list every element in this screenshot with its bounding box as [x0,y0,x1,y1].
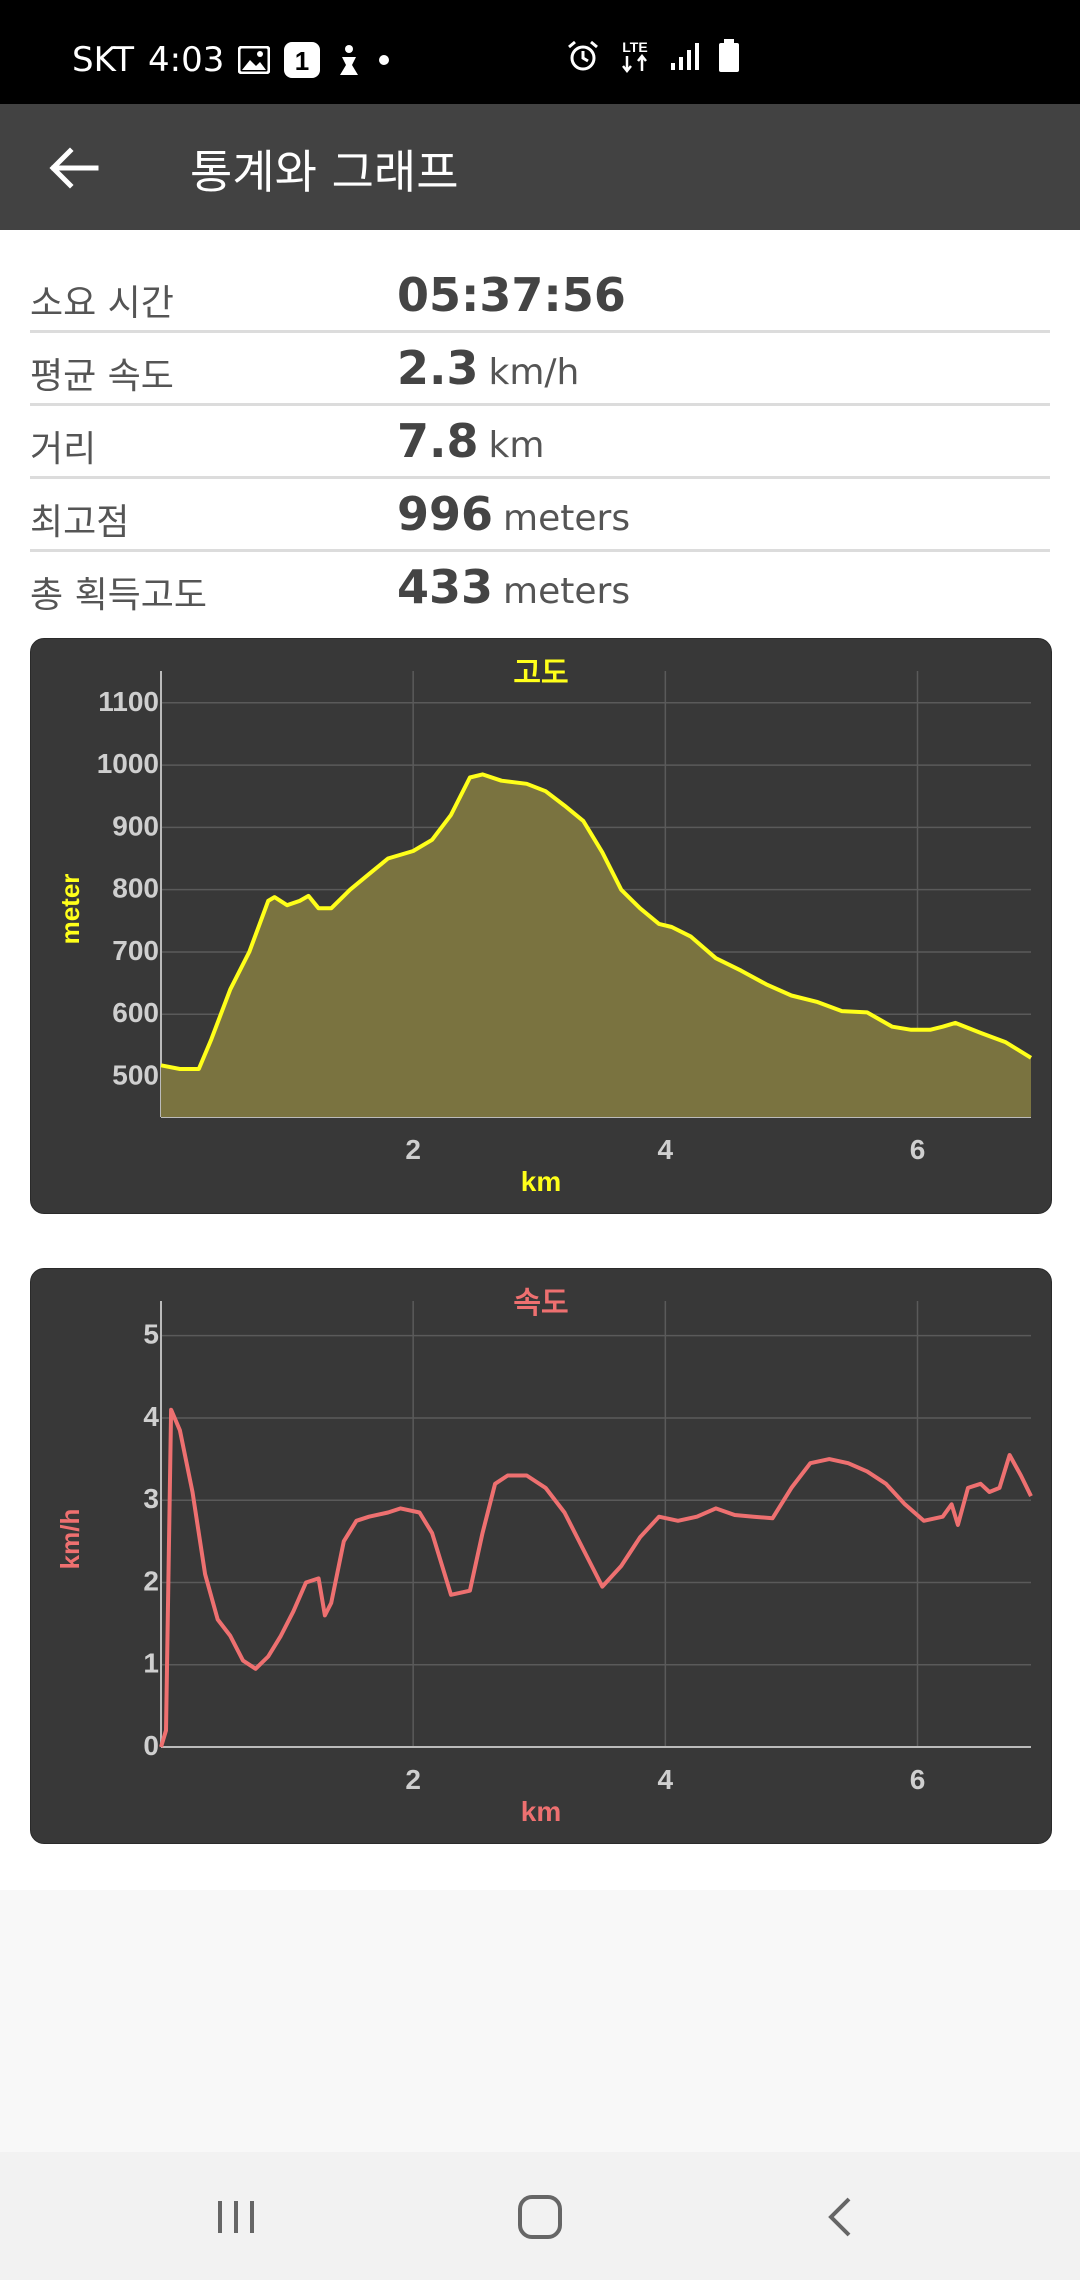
stat-value: 05:37:56 [397,268,636,322]
chart-title: 고도 [513,656,568,691]
x-tick-label: 4 [658,1134,674,1165]
stat-number: 2.3 [397,341,479,395]
y-tick-label: 500 [112,1060,159,1091]
y-axis-label: km/h [55,1509,85,1570]
accessibility-icon [334,43,364,77]
y-tick-label: 4 [143,1401,159,1432]
status-bar: SKT 4:03 1 LTE [0,0,1080,104]
notification-count-icon: 1 [284,42,321,78]
stats-table: 소요 시간 05:37:56 평균 속도 2.3 km/h 거리 7.8 km 최고… [30,260,1050,622]
svg-text:1: 1 [295,46,309,76]
stat-value: 433 meters [397,560,630,614]
y-tick-label: 600 [112,997,159,1028]
stat-label: 소요 시간 [30,283,174,324]
y-tick-label: 1000 [97,748,159,779]
status-right: LTE [566,38,740,74]
stat-row-distance: 거리 7.8 km [30,406,1050,479]
status-left: SKT 4:03 1 [72,40,390,80]
x-tick-label: 2 [405,1764,421,1795]
series-line [159,1407,1033,1748]
back-nav-icon[interactable] [800,2182,880,2252]
gallery-icon [238,46,271,74]
lte-label: LTE [622,39,647,55]
signal-icon [670,41,700,71]
x-axis-label: km [521,1166,561,1197]
recent-apps-icon[interactable] [196,2182,276,2252]
stat-value: 2.3 km/h [397,341,579,395]
stat-row-duration: 소요 시간 05:37:56 [30,260,1050,333]
altitude-chart: 500 600 700 800 900 1000 1100 2 4 6 고도 km meter [55,656,1033,1197]
y-tick-label: 5 [143,1319,159,1350]
stat-row-highest-point: 최고점 996 meters [30,479,1050,552]
series-area [161,774,1031,1117]
navigation-bar [0,2152,1080,2280]
battery-icon [718,39,740,73]
stat-label: 평균 속도 [30,356,174,397]
stat-unit: km [488,425,545,466]
speed-chart-card: 0 1 2 3 4 5 2 4 6 속도 km km/h [30,1268,1052,1844]
page-title: 통계와 그래프 [190,145,459,199]
clock: 4:03 [148,40,225,80]
y-tick-label: 1 [143,1648,159,1679]
stat-value: 7.8 km [397,414,544,468]
y-tick-label: 800 [112,873,159,904]
y-axis-label: meter [55,874,85,945]
chart-title: 속도 [513,1286,568,1321]
stat-unit: km/h [488,352,580,393]
stat-unit: meters [503,498,631,539]
alarm-icon [566,39,600,73]
stat-label: 총 획득고도 [30,575,208,616]
x-tick-label: 2 [405,1134,421,1165]
y-tick-label: 700 [112,935,159,966]
speed-chart: 0 1 2 3 4 5 2 4 6 속도 km km/h [55,1286,1033,1827]
stat-row-avg-speed: 평균 속도 2.3 km/h [30,333,1050,406]
back-arrow-icon[interactable] [48,142,100,194]
stat-number: 7.8 [397,414,479,468]
y-tick-label: 1100 [98,686,159,717]
x-axis-label: km [521,1796,561,1827]
y-tick-label: 3 [143,1483,159,1514]
y-tick-label: 0 [143,1730,159,1761]
y-tick-label: 900 [112,810,159,841]
more-dot-icon [378,54,390,66]
stat-unit: meters [503,571,631,612]
stat-label: 최고점 [30,502,130,543]
empty-area [0,1890,1080,2152]
stat-label: 거리 [30,429,97,470]
y-tick-label: 2 [143,1565,159,1596]
x-tick-label: 6 [910,1764,926,1795]
home-icon[interactable] [500,2182,580,2252]
x-tick-label: 6 [910,1134,926,1165]
stat-number: 05:37:56 [397,268,626,322]
stat-value: 996 meters [397,487,630,541]
stat-row-total-gain: 총 획득고도 433 meters [30,552,1050,622]
lte-icon: LTE [618,38,652,74]
altitude-chart-card: 500 600 700 800 900 1000 1100 2 4 6 고도 km meter [30,638,1052,1214]
carrier-label: SKT [72,40,135,80]
series-line [160,772,1033,1071]
stat-number: 433 [397,560,494,614]
x-tick-label: 4 [658,1764,674,1795]
app-bar: 통계와 그래프 [0,104,1080,230]
stat-number: 996 [397,487,494,541]
